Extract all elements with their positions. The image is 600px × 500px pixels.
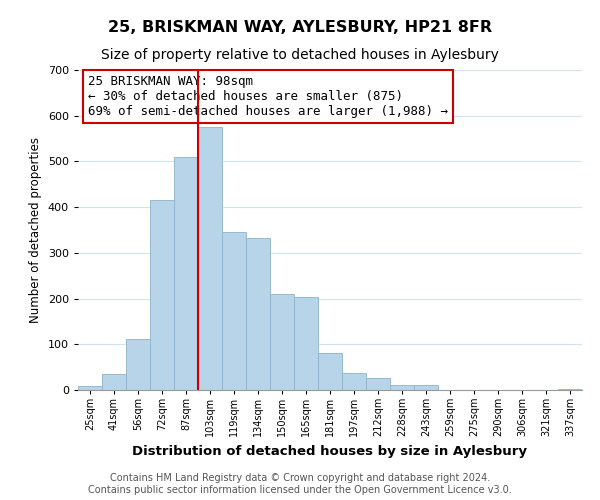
X-axis label: Distribution of detached houses by size in Aylesbury: Distribution of detached houses by size … [133, 445, 527, 458]
Text: Size of property relative to detached houses in Aylesbury: Size of property relative to detached ho… [101, 48, 499, 62]
Text: Contains HM Land Registry data © Crown copyright and database right 2024.
Contai: Contains HM Land Registry data © Crown c… [88, 474, 512, 495]
Bar [342, 373, 366, 390]
Bar [150, 200, 174, 390]
Bar [318, 352, 342, 390]
Bar [198, 127, 222, 390]
Bar [390, 384, 414, 390]
Bar [294, 297, 318, 390]
Bar [246, 238, 270, 390]
Bar [126, 339, 150, 390]
Text: 25 BRISKMAN WAY: 98sqm
← 30% of detached houses are smaller (875)
69% of semi-de: 25 BRISKMAN WAY: 98sqm ← 30% of detached… [88, 75, 448, 118]
Bar [270, 294, 294, 390]
Bar [558, 388, 582, 390]
Bar [222, 232, 246, 390]
Text: 25, BRISKMAN WAY, AYLESBURY, HP21 8FR: 25, BRISKMAN WAY, AYLESBURY, HP21 8FR [108, 20, 492, 35]
Bar [78, 386, 102, 390]
Bar [102, 374, 126, 390]
Bar [366, 378, 390, 390]
Bar [174, 157, 198, 390]
Bar [414, 384, 438, 390]
Y-axis label: Number of detached properties: Number of detached properties [29, 137, 42, 323]
